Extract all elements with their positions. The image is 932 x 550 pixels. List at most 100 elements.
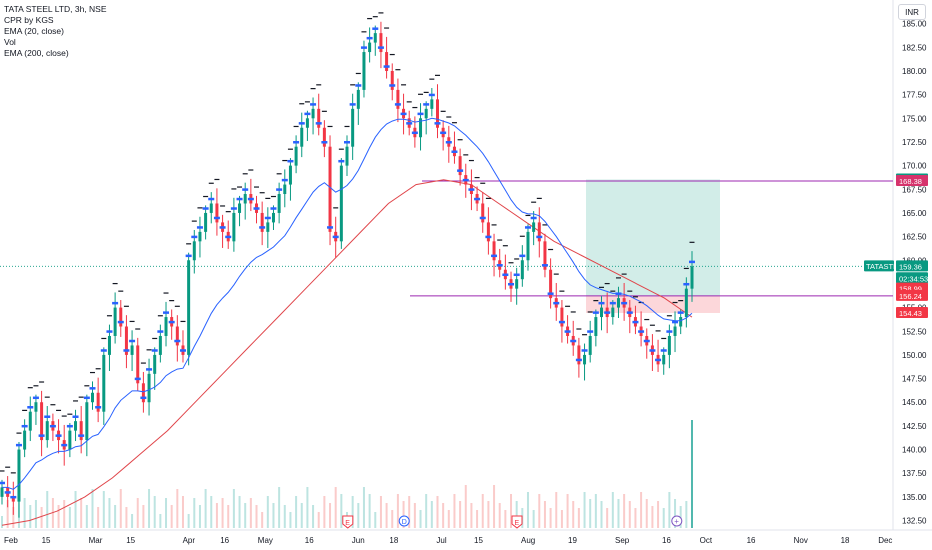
cpr-marker: [293, 141, 300, 144]
candle-body: [85, 402, 89, 441]
pivot-dash: [485, 197, 491, 200]
pivot-dash: [570, 311, 576, 313]
pivot-dash: [423, 91, 429, 94]
candle-body: [283, 184, 287, 195]
cpr-marker: [117, 320, 124, 324]
volume-bar: [532, 510, 535, 528]
pivot-dash: [536, 197, 542, 200]
volume-bar: [493, 485, 496, 528]
candle-body: [107, 335, 111, 355]
price-tick-label: 135.00: [902, 493, 927, 502]
volume-bar: [283, 505, 286, 528]
cpr-marker: [225, 235, 232, 239]
candle-body: [351, 108, 355, 147]
cpr-marker: [581, 349, 588, 352]
pivot-dash: [293, 125, 299, 128]
cpr-marker: [406, 122, 413, 125]
cpr-marker: [530, 216, 537, 220]
volume-bar: [334, 487, 337, 528]
volume-bar: [396, 494, 399, 528]
volume-bar: [261, 512, 264, 528]
candle-body: [616, 298, 620, 308]
pivot-dash: [39, 381, 45, 383]
volume-bar: [436, 496, 439, 528]
volume-bar: [577, 508, 580, 528]
candle-body: [34, 402, 38, 412]
volume-bar: [80, 498, 83, 528]
legend-indicator-vol[interactable]: Vol: [4, 37, 16, 47]
pivot-dash: [587, 311, 593, 313]
cpr-marker: [15, 443, 22, 447]
cpr-marker: [61, 443, 68, 447]
candle-body: [238, 203, 242, 213]
candle-body: [266, 222, 270, 232]
pivot-dash: [508, 262, 514, 264]
price-tick-label: 185.00: [902, 20, 927, 29]
time-axis-label: 16: [662, 536, 671, 545]
legend-symbol[interactable]: TATA STEEL LTD, 3h, NSE: [4, 4, 107, 14]
candle-body: [492, 241, 496, 261]
pivot-dash: [95, 368, 101, 370]
cpr-marker: [502, 273, 509, 277]
cpr-marker: [0, 481, 5, 485]
pivot-dash: [78, 396, 84, 398]
price-tag: [896, 174, 928, 186]
pivot-dash: [123, 305, 129, 307]
pivot-dash: [474, 176, 480, 179]
time-axis-label: 16: [305, 536, 314, 545]
volume-bar: [391, 510, 394, 528]
candle-body: [113, 307, 117, 336]
price-tick-label: 147.50: [902, 375, 927, 384]
volume-bar: [481, 494, 484, 528]
cpr-marker: [689, 260, 695, 264]
volume-bar: [470, 503, 473, 528]
legend-indicator-cpr[interactable]: CPR by KGS: [4, 15, 54, 25]
pivot-dash: [350, 84, 356, 86]
pivot-dash: [310, 88, 316, 90]
volume-bar: [623, 494, 626, 528]
pivot-dash: [174, 305, 180, 307]
volume-bar: [691, 420, 693, 528]
time-axis-label: Apr: [183, 536, 196, 545]
volume-bar: [651, 506, 654, 528]
volume-bar: [312, 505, 315, 528]
volume-bar: [464, 485, 467, 528]
volume-bar: [549, 508, 552, 528]
volume-bar: [266, 496, 269, 528]
pivot-dash: [135, 328, 141, 330]
volume-bar: [430, 501, 433, 528]
pivot-dash: [146, 349, 152, 351]
pivot-dash: [191, 220, 197, 222]
pivot-dash: [129, 320, 135, 323]
candle-body: [198, 231, 202, 242]
volume-bar: [34, 500, 37, 528]
cpr-marker: [541, 264, 548, 267]
pivot-dash: [661, 337, 667, 340]
cpr-marker: [457, 169, 464, 172]
candle-body: [136, 345, 140, 384]
currency-button[interactable]: INR: [898, 4, 926, 20]
volume-bar: [255, 505, 258, 528]
cpr-marker: [655, 358, 662, 362]
cpr-marker: [660, 349, 667, 352]
price-tag: [896, 289, 928, 301]
cpr-marker: [344, 141, 350, 144]
cpr-marker: [321, 141, 328, 144]
cpr-marker: [21, 424, 28, 428]
legend-indicator-ema20[interactable]: EMA (20, close): [4, 26, 64, 36]
volume-bar: [476, 510, 479, 528]
cpr-marker: [519, 254, 526, 258]
candle-body: [385, 52, 389, 71]
pivot-dash: [242, 173, 248, 175]
candle-body: [419, 118, 423, 138]
pivot-dash: [553, 273, 559, 275]
pivot-dash: [299, 103, 305, 105]
cpr-marker: [440, 131, 447, 135]
pivot-dash: [259, 192, 265, 194]
price-tag-label: 154.43: [899, 309, 922, 318]
candle-body: [611, 307, 615, 318]
cpr-marker: [666, 330, 673, 333]
legend-indicator-ema200[interactable]: EMA (200, close): [4, 48, 69, 58]
candle-body: [260, 212, 264, 232]
